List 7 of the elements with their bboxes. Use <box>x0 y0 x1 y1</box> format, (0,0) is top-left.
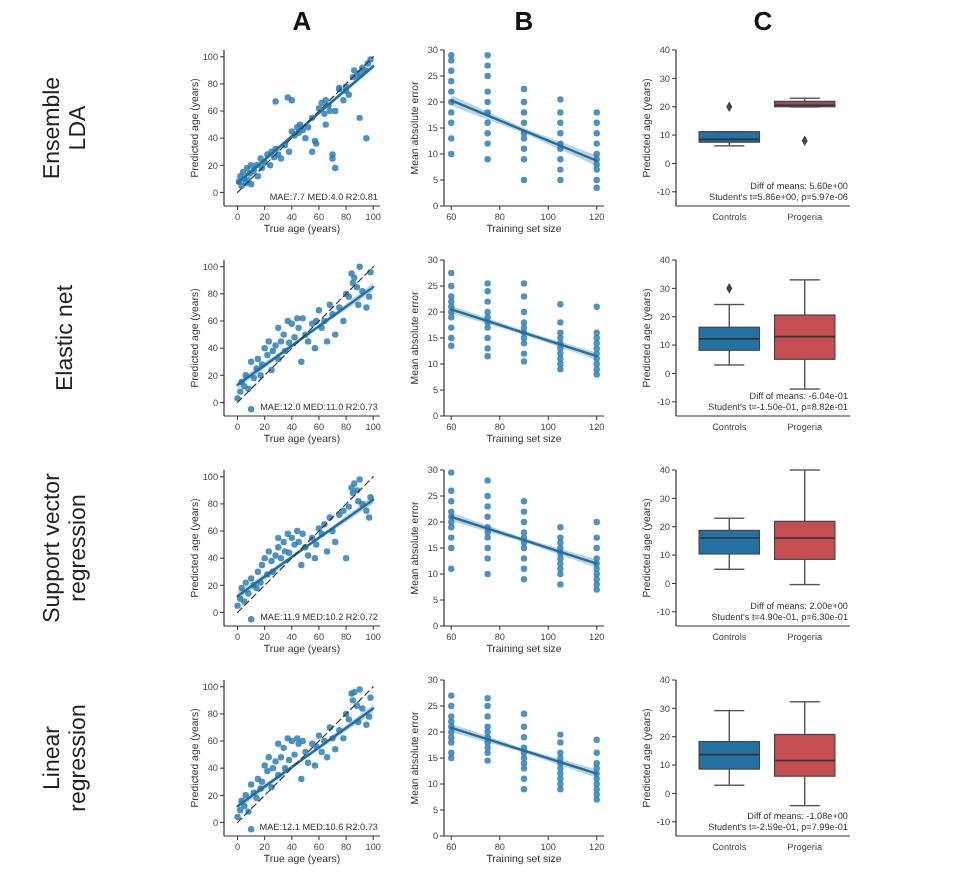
text: Ensemble LDA <box>41 76 91 180</box>
chart-title: C <box>753 6 774 36</box>
text: Support vector regression <box>41 472 91 623</box>
text: Linear regression <box>41 704 91 812</box>
chart-title: B <box>514 6 534 36</box>
chart-title: A <box>292 6 313 36</box>
text: Elastic net <box>54 283 78 392</box>
